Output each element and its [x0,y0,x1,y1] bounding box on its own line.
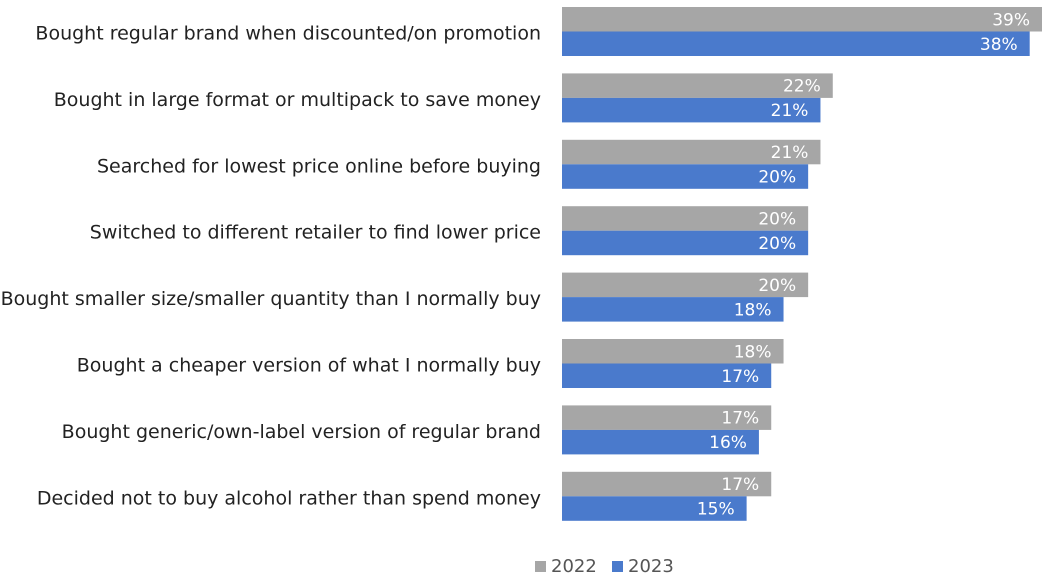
bar-2023-4 [562,297,784,322]
value-label: 16% [709,433,747,453]
legend-label-2023: 2023 [628,556,674,577]
value-label: 21% [771,101,809,121]
category-label: Switched to different retailer to find l… [90,222,541,244]
category-label: Decided not to buy alcohol rather than s… [37,487,541,509]
value-label: 22% [783,77,821,97]
bar-2023-1 [562,97,821,123]
value-label: 17% [721,409,759,429]
legend-label-2022: 2022 [551,556,597,577]
value-label: 20% [758,209,796,229]
value-label: 15% [697,500,735,520]
bar-2023-2 [562,164,809,189]
bar-2022-2 [562,139,821,165]
bar-2023-5 [562,363,772,388]
value-label: 21% [771,143,809,163]
category-label: Bought regular brand when discounted/on … [35,23,541,45]
category-labels: Bought regular brand when discounted/on … [1,23,541,510]
value-label: 39% [992,10,1030,30]
bar-2022-5 [562,339,784,364]
legend-swatch-2023 [612,561,623,572]
bar-2023-0 [562,31,1030,56]
bar-2022-6 [562,405,772,430]
value-label: 20% [758,168,796,188]
bar-2022-3 [562,206,809,231]
bar-2023-3 [562,230,809,256]
bar-2022-0 [562,7,1042,32]
bar-2023-6 [562,429,759,455]
category-label: Searched for lowest price online before … [97,155,541,177]
value-label: 18% [734,342,772,362]
bars [562,7,1042,521]
value-labels: 39% 38% 22% 21% 21% 20% 20% 20% 20% 18% 18% 17% 17% 1… [697,10,1030,519]
legend: 2022 2023 [535,556,674,577]
legend-swatch-2022 [535,561,546,572]
value-label: 38% [980,35,1018,55]
category-label: Bought in large format or multipack to s… [54,89,541,111]
value-label: 17% [721,367,759,387]
value-label: 20% [758,276,796,296]
value-label: 18% [734,300,772,320]
category-label: Bought generic/own-label version of regu… [62,421,541,443]
bar-2022-7 [562,471,772,497]
value-label: 17% [721,475,759,495]
category-label: Bought a cheaper version of what I norma… [77,355,541,377]
category-label: Bought smaller size/smaller quantity tha… [1,288,541,310]
bar-2023-7 [562,496,747,521]
value-label: 20% [758,234,796,254]
bar-2022-4 [562,272,809,298]
bar-2022-1 [562,73,833,98]
